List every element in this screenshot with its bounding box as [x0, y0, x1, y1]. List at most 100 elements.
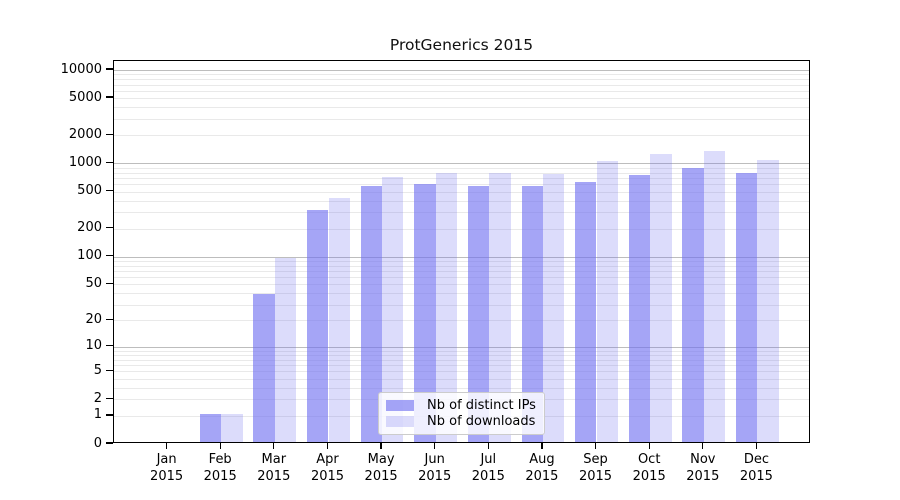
x-tick-year: 2015	[150, 469, 184, 484]
gridline-major	[114, 163, 809, 165]
y-tick-label: 2000	[68, 126, 102, 142]
y-tick-mark	[106, 397, 113, 400]
y-tick-label: 1000	[68, 154, 102, 170]
x-tick-mark	[219, 443, 221, 449]
bar-downloads-jul	[489, 172, 511, 442]
x-tick-label-jun: Jun 2015	[405, 451, 465, 485]
bar-ips-jul	[467, 186, 490, 442]
x-tick-year: 2015	[686, 469, 720, 484]
bar-ips-feb	[199, 413, 222, 442]
legend: Nb of distinct IPs Nb of downloads	[378, 392, 545, 435]
legend-swatch-distinct-ips	[386, 400, 414, 411]
gridline-minor	[114, 228, 809, 230]
gridline-major	[114, 256, 809, 258]
x-tick-month: Mar	[261, 452, 287, 467]
legend-item-downloads: Nb of downloads	[386, 414, 536, 429]
gridline-minor	[114, 135, 809, 137]
bar-ips-jun	[414, 184, 436, 442]
bar-ips-aug	[521, 185, 543, 442]
legend-item-distinct-ips: Nb of distinct IPs	[386, 398, 536, 413]
y-tick-label: 0	[93, 435, 102, 451]
x-tick-month: Nov	[690, 452, 716, 467]
y-tick-label: 10000	[60, 61, 102, 77]
bar-ips-oct	[628, 174, 651, 442]
x-tick-year: 2015	[203, 469, 237, 484]
gridline-minor	[114, 79, 809, 80]
legend-label-distinct-ips: Nb of distinct IPs	[427, 398, 536, 413]
y-tick-label: 1	[93, 407, 102, 423]
x-tick-month: Feb	[208, 452, 232, 467]
gridline-minor	[114, 371, 809, 373]
y-tick-label: 10	[85, 338, 102, 354]
chart-title: ProtGenerics 2015	[389, 36, 534, 54]
x-tick-label-feb: Feb 2015	[190, 451, 250, 485]
gridline-minor	[114, 118, 809, 120]
y-tick-mark	[106, 68, 113, 70]
bar-downloads-apr	[328, 197, 350, 442]
bar-ips-may	[360, 186, 382, 442]
y-tick-mark	[106, 161, 113, 164]
gridline-minor	[114, 200, 809, 202]
y-tick-label: 5000	[68, 89, 102, 105]
x-tick-year: 2015	[418, 469, 452, 484]
x-tick-year: 2015	[471, 469, 505, 484]
x-tick-month: Apr	[316, 452, 339, 467]
y-tick-mark	[106, 282, 113, 284]
bar-downloads-sep	[596, 161, 618, 442]
y-tick-label: 500	[77, 183, 102, 198]
x-tick-month: Jan	[156, 452, 177, 467]
gridline-minor	[114, 212, 809, 214]
y-tick-mark	[106, 96, 113, 98]
x-tick-label-apr: Apr 2015	[298, 451, 358, 485]
y-tick-label: 5	[93, 362, 102, 378]
y-tick-mark	[106, 254, 113, 257]
gridline-major	[114, 70, 809, 71]
x-tick-month: Dec	[743, 452, 769, 467]
y-tick-mark	[106, 344, 113, 347]
y-tick-label: 50	[85, 275, 102, 291]
gridline-minor	[114, 320, 809, 322]
y-tick-mark	[106, 318, 113, 321]
bar-downloads-mar	[274, 257, 297, 442]
y-tick-mark	[106, 189, 113, 192]
x-tick-year: 2015	[632, 469, 666, 484]
gridline-minor	[114, 90, 809, 92]
x-tick-month: Aug	[529, 452, 555, 467]
bar-ips-apr	[307, 210, 329, 442]
bar-downloads-feb	[221, 413, 243, 442]
gridline-minor	[114, 270, 809, 272]
x-tick-year: 2015	[364, 469, 398, 484]
bar-ips-sep	[575, 182, 597, 442]
y-tick-label: 2	[93, 390, 102, 406]
gridline-minor	[114, 350, 809, 352]
gridline-minor	[114, 260, 809, 262]
x-tick-label-may: May 2015	[351, 451, 411, 485]
x-tick-label-dec: Dec 2015	[726, 451, 786, 485]
bar-downloads-aug	[542, 173, 565, 442]
x-tick-mark	[648, 443, 650, 449]
gridline-minor	[114, 304, 809, 306]
y-tick-label: 100	[77, 248, 102, 264]
y-tick-label: 20	[85, 311, 102, 327]
x-tick-label-oct: Oct 2015	[619, 451, 679, 485]
gridline-minor	[114, 84, 809, 86]
x-tick-month: Sep	[583, 452, 608, 467]
y-tick-mark	[106, 369, 113, 371]
gridline-minor	[114, 177, 809, 179]
x-tick-year: 2015	[310, 469, 345, 484]
x-tick-mark	[702, 443, 704, 449]
x-tick-label-nov: Nov 2015	[673, 451, 733, 485]
bar-downloads-jun	[435, 173, 458, 442]
x-tick-mark	[380, 443, 382, 449]
x-tick-year: 2015	[578, 469, 613, 484]
x-tick-label-mar: Mar 2015	[244, 451, 304, 485]
x-tick-label-sep: Sep 2015	[566, 451, 626, 485]
gridline-minor	[114, 378, 809, 380]
x-tick-mark	[434, 443, 436, 449]
bar-downloads-may	[382, 176, 404, 442]
bar-ips-mar	[253, 294, 275, 442]
x-tick-mark	[541, 443, 543, 449]
gridline-minor	[114, 172, 809, 174]
x-tick-label-aug: Aug 2015	[512, 451, 572, 485]
